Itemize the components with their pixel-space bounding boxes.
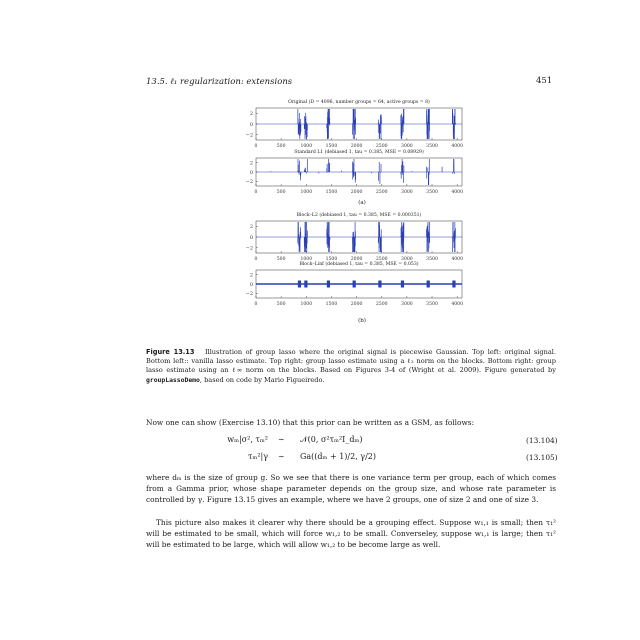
x-tick-label: 3000: [401, 256, 413, 262]
figure-13-13: 20−20 500 1000 1500 2000 2500 3000 3500 400020−2…: [246, 107, 463, 307]
x-tick-label: 1500: [326, 143, 338, 149]
y-tick-label: 2: [250, 272, 253, 278]
equation-1-rhs: 𝒩(0, σ²τₘ²I_dₘ): [300, 435, 363, 444]
x-tick-label: 2000: [351, 256, 363, 262]
y-tick-label: 0: [250, 122, 253, 128]
signal-block: [352, 280, 356, 288]
signal-block: [426, 280, 430, 288]
x-tick-label: 500: [277, 256, 286, 262]
running-header-section: 13.5. ℓ₁ regularization: extensions: [146, 77, 293, 87]
x-tick-label: 0: [255, 301, 258, 307]
equation-1-number: (13.104): [526, 436, 558, 445]
equation-2-relation: ∼: [278, 452, 285, 461]
paragraph-1: where dₘ is the size of group g. So we s…: [146, 473, 556, 504]
caption-text-1: Illustration of group lasso where the or…: [146, 348, 556, 375]
caption-text-2: , based on code by Mario Figueiredo.: [199, 375, 325, 384]
equation-1-lhs: wₘ|σ², τₘ²: [227, 435, 268, 444]
x-tick-label: 1500: [326, 256, 338, 262]
plot-title-original: Original (D = 4096, number groups = 64, …: [288, 100, 430, 105]
x-tick-label: 4000: [451, 301, 463, 307]
x-tick-label: 2000: [351, 301, 363, 307]
x-tick-label: 1000: [300, 189, 312, 195]
y-tick-label: 2: [250, 111, 253, 117]
x-tick-label: 2500: [376, 256, 388, 262]
equation-2-rhs: Ga((dₘ + 1)/2, γ/2): [300, 452, 376, 461]
page-number: 451: [536, 76, 553, 86]
x-tick-label: 3000: [401, 301, 413, 307]
plot-title-block-linf: Block–Linf (debiased 1, tau = 0.385, MSE…: [299, 262, 419, 267]
signal-block: [326, 280, 331, 288]
x-tick-label: 0: [255, 189, 258, 195]
x-tick-label: 2500: [376, 301, 388, 307]
x-tick-label: 2500: [376, 143, 388, 149]
equation-1-relation: ∼: [278, 435, 285, 444]
y-tick-label: −2: [246, 179, 253, 185]
plot-title-standard-l1: Standard L1 (debiased 1, tau = 0.385, MS…: [294, 150, 424, 155]
panel-a-label: (a): [358, 200, 366, 206]
y-tick-label: −2: [246, 132, 253, 138]
x-tick-label: 3000: [401, 189, 413, 195]
intro-paragraph: Now one can show (Exercise 13.10) that t…: [146, 418, 475, 427]
y-tick-label: 2: [250, 160, 253, 166]
x-tick-label: 500: [277, 143, 286, 149]
x-tick-label: 0: [255, 143, 258, 149]
figure-caption: Figure 13.13 Illustration of group lasso…: [146, 348, 556, 385]
x-tick-label: 0: [255, 256, 258, 262]
panel-b-label: (b): [358, 318, 366, 324]
x-tick-label: 2000: [351, 143, 363, 149]
x-tick-label: 4000: [451, 256, 463, 262]
y-tick-label: 0: [250, 170, 253, 176]
x-tick-label: 3500: [426, 189, 438, 195]
y-tick-label: −2: [246, 245, 253, 251]
x-tick-label: 3500: [426, 143, 438, 149]
x-tick-label: 4000: [451, 189, 463, 195]
signal-block: [378, 280, 382, 288]
equation-2-number: (13.105): [526, 453, 558, 462]
signal-block: [297, 280, 302, 288]
plot-title-block-l2: Block–L2 (debiased 1, tau = 0.385, MSE =…: [296, 213, 422, 218]
y-tick-label: −2: [246, 291, 253, 297]
signal-block: [452, 280, 456, 288]
caption-code: groupLassoDemo: [146, 375, 200, 384]
x-tick-label: 1000: [300, 256, 312, 262]
x-tick-label: 3500: [426, 256, 438, 262]
y-tick-label: 0: [250, 235, 253, 241]
y-tick-label: 2: [250, 224, 253, 230]
signal-block: [304, 280, 308, 288]
caption-label: Figure 13.13: [146, 348, 195, 356]
signal-block: [400, 280, 405, 288]
x-tick-label: 4000: [451, 143, 463, 149]
x-tick-label: 1000: [300, 301, 312, 307]
x-tick-label: 3000: [401, 143, 413, 149]
x-tick-label: 500: [277, 189, 286, 195]
x-tick-label: 1000: [300, 143, 312, 149]
paragraph-2: This picture also makes it clearer why t…: [146, 518, 556, 549]
x-tick-label: 2000: [351, 189, 363, 195]
x-tick-label: 1500: [326, 301, 338, 307]
equation-2-lhs: τₘ²|γ: [247, 452, 268, 461]
x-tick-label: 500: [277, 301, 286, 307]
x-tick-label: 2500: [376, 189, 388, 195]
y-tick-label: 0: [250, 282, 253, 288]
x-tick-label: 3500: [426, 301, 438, 307]
x-tick-label: 1500: [326, 189, 338, 195]
